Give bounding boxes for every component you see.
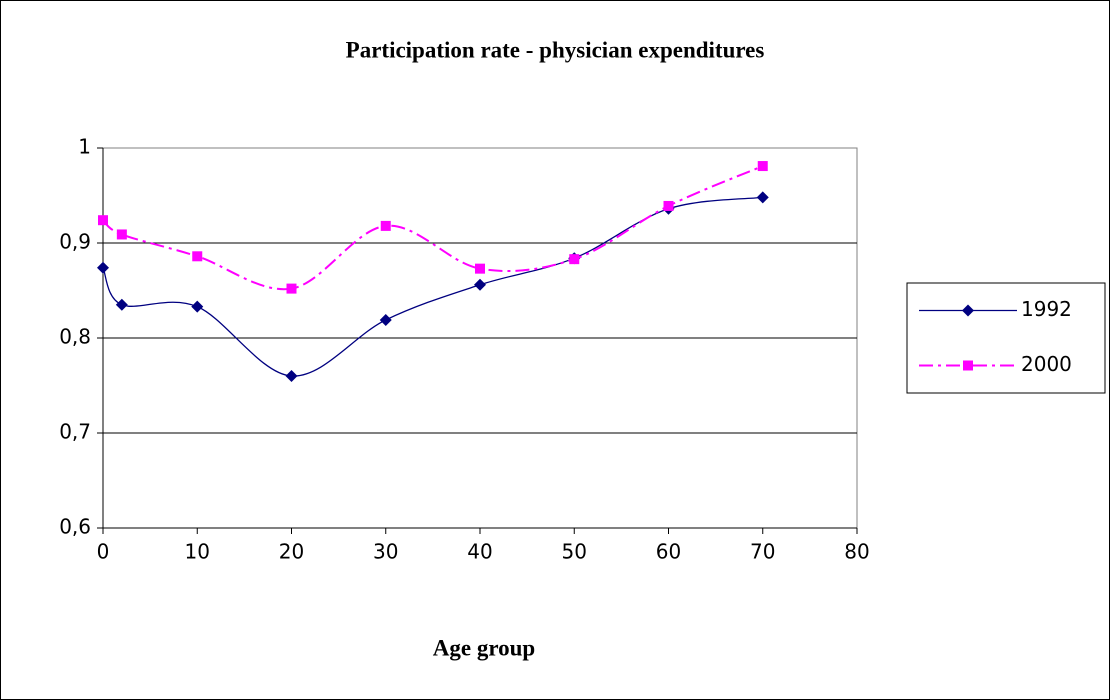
x-tick-label: 70: [750, 540, 775, 564]
marker: [663, 200, 674, 211]
marker: [191, 300, 204, 313]
marker: [475, 263, 485, 274]
legend-marker: [963, 360, 973, 371]
marker: [97, 261, 109, 274]
marker: [474, 278, 486, 291]
legend-label: 2000: [1021, 352, 1072, 376]
x-tick-label: 20: [279, 540, 304, 564]
legend: [906, 282, 1106, 394]
marker: [380, 220, 391, 231]
x-tick-label: 40: [467, 540, 492, 564]
y-tick-label: 0,8: [59, 325, 91, 349]
marker: [757, 161, 768, 172]
marker: [115, 298, 128, 311]
marker: [569, 254, 580, 265]
y-tick-label: 0,6: [59, 515, 91, 539]
marker: [756, 191, 769, 204]
marker: [116, 229, 127, 240]
legend-label: 1992: [1021, 297, 1072, 321]
x-tick-label: 10: [185, 540, 210, 564]
series-line: [102, 165, 764, 291]
marker: [379, 313, 392, 326]
marker: [98, 215, 108, 226]
x-tick-label: 80: [844, 540, 869, 564]
y-tick-label: 0,9: [59, 230, 91, 254]
x-tick-label: 60: [656, 540, 681, 564]
x-tick-label: 30: [373, 540, 398, 564]
y-tick-label: 0,7: [59, 420, 91, 444]
x-tick-label: 0: [97, 540, 110, 564]
x-axis-label: Age group: [433, 635, 535, 660]
y-tick-label: 1: [78, 135, 91, 159]
x-tick-label: 50: [562, 540, 587, 564]
marker: [286, 283, 297, 294]
chart-title: Participation rate - physician expenditu…: [346, 37, 765, 62]
legend-marker: [962, 304, 974, 317]
marker: [285, 370, 298, 382]
marker: [192, 251, 203, 262]
